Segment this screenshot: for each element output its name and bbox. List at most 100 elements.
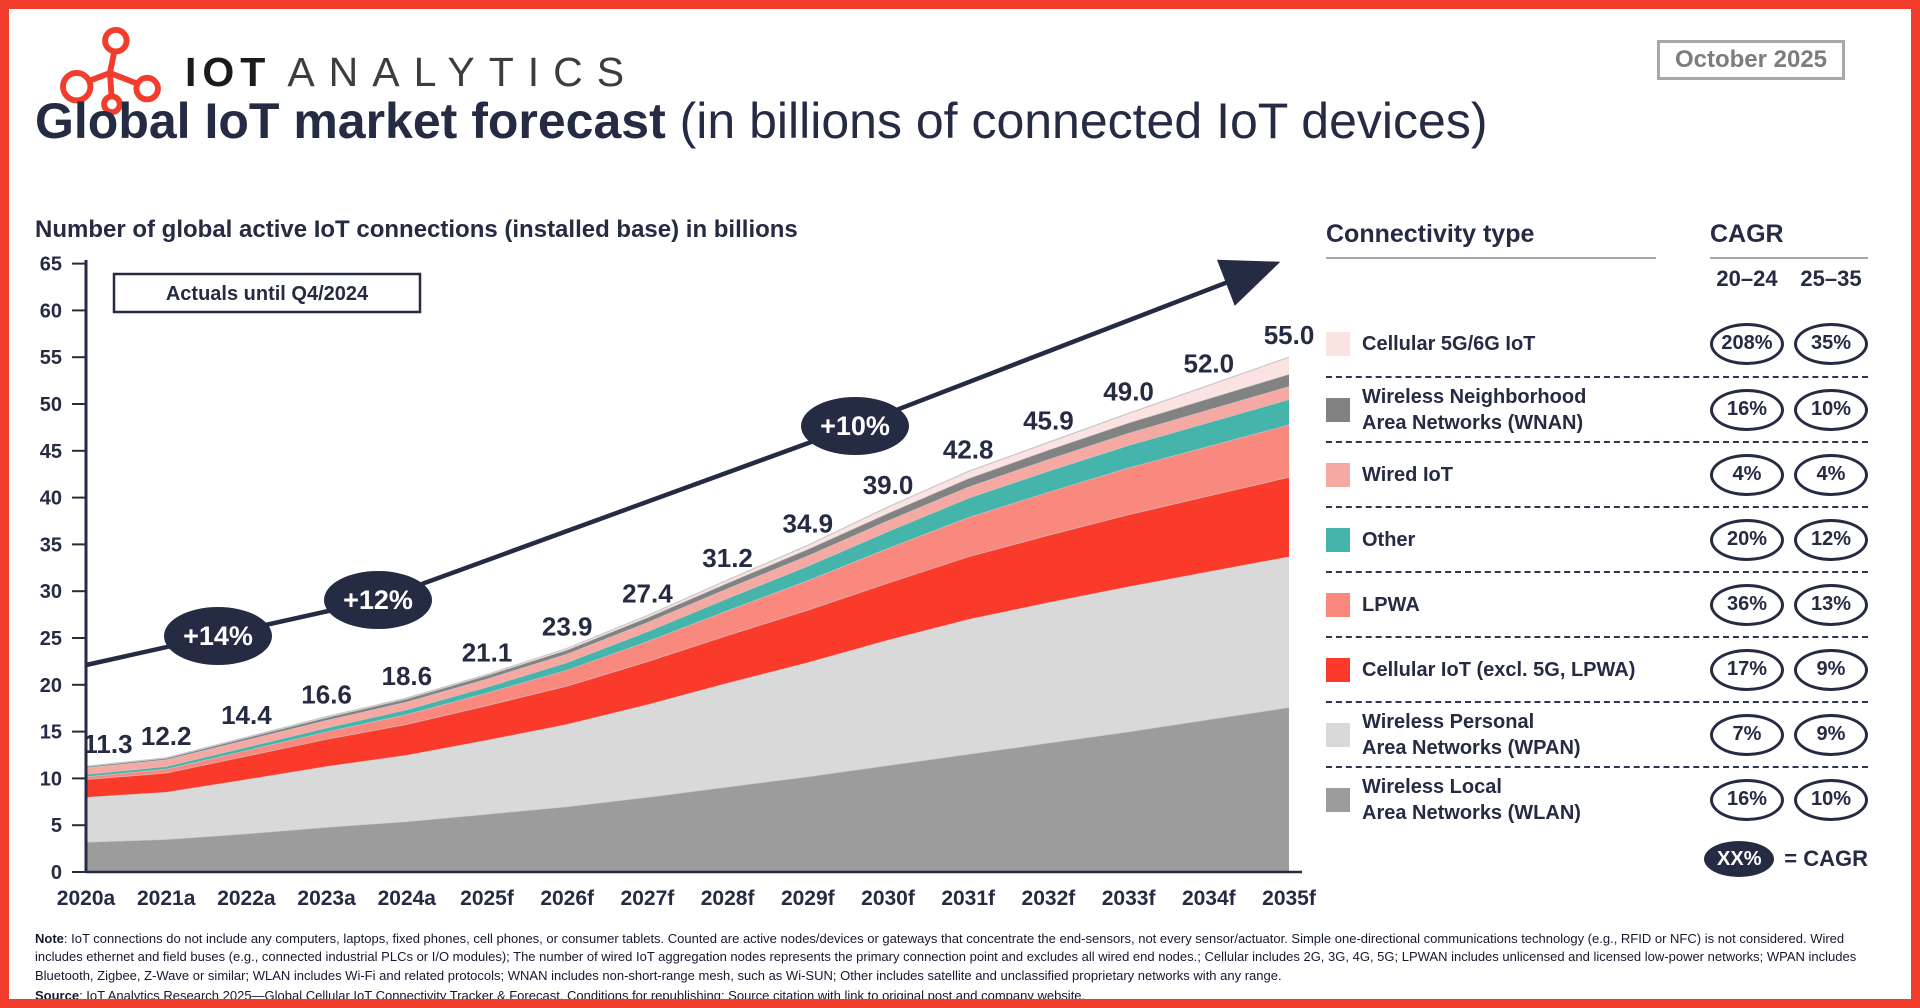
footnote-note-text: : IoT connections do not include any com… — [35, 931, 1857, 983]
x-axis-label: 2031f — [941, 887, 996, 910]
x-axis-label: 2034f — [1182, 887, 1237, 910]
growth-badge-oval — [801, 397, 909, 455]
brand-name-analytics: ANALYTICS — [287, 48, 639, 95]
x-axis-label: 2032f — [1022, 887, 1077, 910]
legend-swatch — [1326, 397, 1350, 422]
legend-label: Cellular IoT (excl. 5G, LPWA) — [1362, 658, 1636, 681]
cagr-oval: 17% — [1710, 648, 1784, 691]
area-top-edge-cellular-5g-6g-iot — [85, 356, 1290, 767]
legend-swatch — [1326, 527, 1350, 552]
growth-badge-label: +10% — [820, 411, 890, 441]
cagr-oval: 36% — [1710, 583, 1784, 626]
cagr-oval: 9% — [1794, 648, 1868, 691]
y-axis-tick-label: 30 — [40, 581, 62, 603]
cagr-oval: 20% — [1710, 518, 1784, 561]
area-series-wired-iot — [86, 386, 1289, 775]
footnote-source-text: : IoT Analytics Research 2025—Global Cel… — [79, 988, 1086, 1004]
total-data-label: 12.2 — [141, 721, 192, 751]
area-series-lpwa — [86, 424, 1289, 780]
y-axis-tick-label: 35 — [40, 534, 62, 556]
area-series-wireless-personal-area-networks-wpan — [86, 556, 1289, 843]
y-axis-tick-label: 50 — [40, 394, 62, 416]
stacked-areas — [85, 356, 1290, 872]
total-data-label: 21.1 — [462, 638, 513, 668]
y-axis-tick-label: 45 — [40, 441, 62, 463]
area-series-other — [86, 399, 1289, 777]
cagr-oval: 10% — [1794, 388, 1868, 431]
x-axis-label: 2024a — [378, 887, 437, 910]
legend-row-wired-iot: Wired IoT 4% 4% — [1326, 441, 1868, 506]
total-data-label: 18.6 — [381, 661, 432, 691]
actuals-box: Actuals until Q4/2024 — [112, 272, 422, 314]
y-axis-tick-label: 40 — [40, 488, 62, 510]
legend-label: Wireless Personal Area Networks (WPAN) — [1362, 710, 1581, 759]
legend-label: Wired IoT — [1362, 463, 1453, 486]
cagr-period-25-35: 25–35 — [1800, 266, 1862, 291]
cagr-oval: 13% — [1794, 583, 1868, 626]
legend-row-lpwa: LPWA 36% 13% — [1326, 571, 1868, 636]
legend-rows: Cellular 5G/6G IoT 208% 35% Wireless Neighb… — [1326, 311, 1868, 831]
cagr-oval: 4% — [1794, 453, 1868, 496]
actuals-box-label: Actuals until Q4/2024 — [166, 283, 369, 305]
total-data-label: 55.0 — [1264, 320, 1315, 350]
x-axis-label: 2021a — [137, 887, 196, 910]
cagr-ovals: 4% 4% — [1710, 453, 1868, 496]
total-data-label: 52.0 — [1183, 348, 1234, 378]
legend-swatch — [1326, 722, 1350, 747]
legend-row-wireless-neighborhood-area-networks-wnan: Wireless Neighborhood Area Networks (WNAN… — [1326, 376, 1868, 441]
cagr-key: XX% = CAGR — [1326, 841, 1868, 877]
total-data-label: 31.2 — [702, 543, 753, 573]
legend-row-cellular-5g-6g-iot: Cellular 5G/6G IoT 208% 35% — [1326, 311, 1868, 376]
cagr-ovals: 7% 9% — [1710, 713, 1868, 756]
area-top-edge-cellular-iot-excl-5g-lpwa — [85, 476, 1290, 780]
legend-row-other: Other 20% 12% — [1326, 506, 1868, 571]
cagr-oval: 7% — [1710, 713, 1784, 756]
cagr-ovals: 17% 9% — [1710, 648, 1868, 691]
growth-badge: +14% — [164, 607, 272, 665]
x-axis-label: 2022a — [217, 887, 276, 910]
legend-label: Other — [1362, 528, 1416, 551]
legend-header: Connectivity type — [1326, 220, 1656, 259]
legend-label: Cellular 5G/6G IoT — [1362, 332, 1536, 355]
cagr-header: CAGR — [1710, 220, 1868, 259]
total-data-label: 14.4 — [221, 700, 272, 730]
legend-swatch — [1326, 331, 1350, 356]
cagr-ovals: 20% 12% — [1710, 518, 1868, 561]
y-axis-tick-label: 10 — [40, 768, 62, 790]
iot-analytics-logo: IOT ANALYTICS — [55, 26, 638, 118]
cagr-oval: 12% — [1794, 518, 1868, 561]
y-axis-tick-label: 15 — [40, 722, 62, 744]
y-axis-tick-label: 65 — [40, 254, 62, 276]
area-series-wireless-neighborhood-area-networks-wnan — [86, 374, 1289, 768]
growth-badge-label: +14% — [183, 621, 253, 651]
chart-canvas: +14% +12% +10% 0 5 10 15 20 25 30 35 40 45 50 55 60 65 20… — [40, 254, 1317, 910]
brand-name-iot: IOT — [185, 48, 272, 95]
cagr-ovals: 16% 10% — [1710, 388, 1868, 431]
cagr-oval: 16% — [1710, 388, 1784, 431]
footnote-source: Source: IoT Analytics Research 2025—Glob… — [35, 987, 1887, 1005]
x-axis-label: 2027f — [621, 887, 676, 910]
footnote: Note: IoT connections do not include any… — [35, 930, 1887, 1006]
cagr-ovals: 208% 35% — [1710, 322, 1868, 365]
total-data-label: 27.4 — [622, 579, 673, 609]
growth-badge-label: +12% — [343, 585, 413, 615]
y-axis-tick-label: 25 — [40, 628, 62, 650]
y-axis-tick-label: 5 — [51, 815, 62, 837]
legend-label: Wireless Neighborhood Area Networks (WNAN… — [1362, 385, 1587, 434]
cagr-oval: 4% — [1710, 453, 1784, 496]
legend-label: LPWA — [1362, 593, 1420, 616]
area-series-wireless-local-area-networks-wlan — [86, 707, 1289, 872]
legend-swatch — [1326, 657, 1350, 682]
date-badge: October 2025 — [1657, 40, 1845, 80]
growth-badge: +12% — [324, 571, 432, 629]
iot-analytics-logo-icon — [60, 26, 161, 116]
growth-badge-oval — [164, 607, 272, 665]
x-axis-label: 2028f — [701, 887, 756, 910]
total-data-label: 23.9 — [542, 611, 593, 641]
chart-subtitle: Number of global active IoT connections … — [35, 216, 798, 243]
page-title-bold: Global IoT market forecast — [35, 93, 666, 149]
legend-swatch — [1326, 592, 1350, 617]
legend-row-wireless-personal-area-networks-wpan: Wireless Personal Area Networks (WPAN) 7% 9… — [1326, 701, 1868, 766]
total-data-label: 45.9 — [1023, 405, 1074, 435]
cagr-oval: 10% — [1794, 778, 1868, 821]
